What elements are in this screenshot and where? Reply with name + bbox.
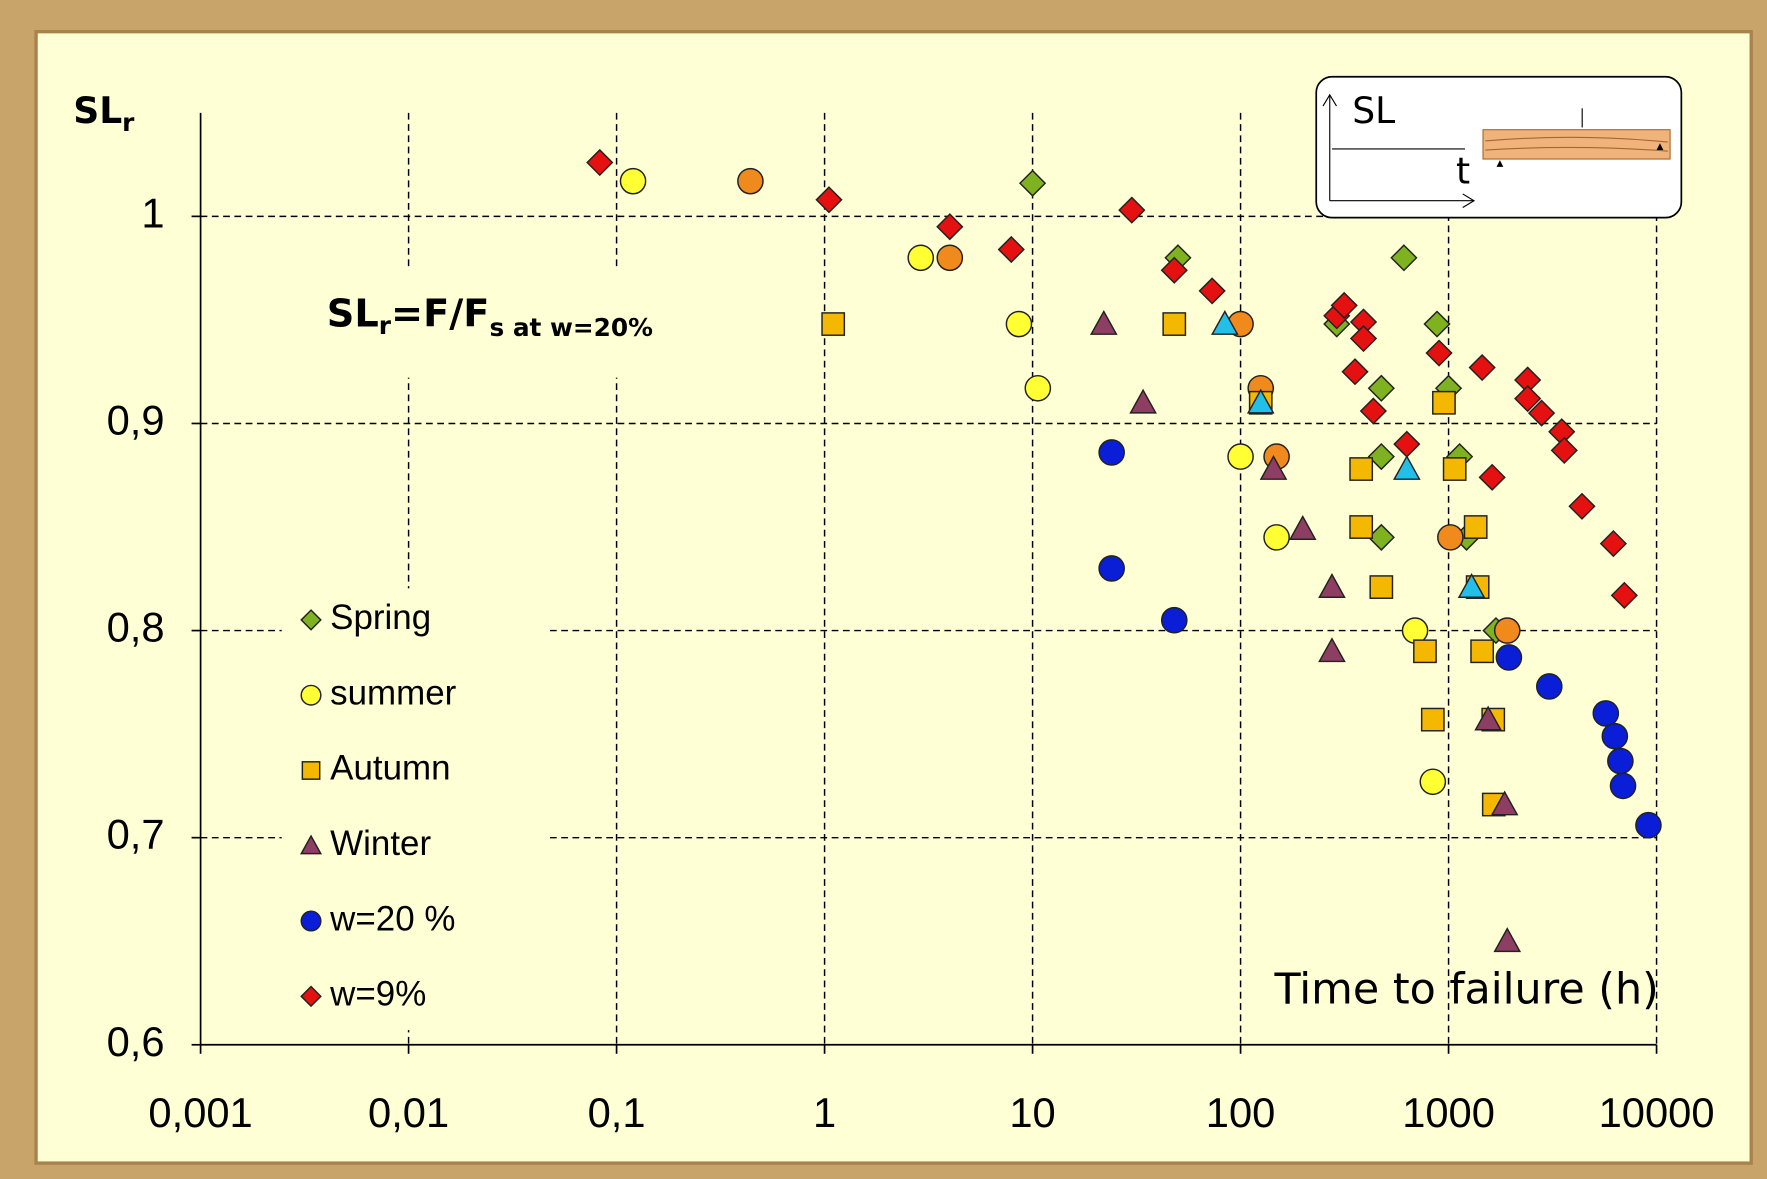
- point: [1495, 618, 1520, 643]
- point: [1422, 708, 1444, 730]
- legend-label: summer: [330, 673, 456, 712]
- y-label-main: SL: [73, 90, 122, 132]
- point: [937, 245, 962, 270]
- y-tick-label: 1: [141, 189, 164, 236]
- formula-part: SL: [327, 291, 379, 336]
- inset-label: SL: [1352, 90, 1395, 132]
- y-label-sub: r: [122, 108, 135, 137]
- y-tick-label: 0,8: [107, 604, 165, 651]
- x-tick-label: 1: [813, 1089, 836, 1136]
- inset-label: t: [1456, 151, 1470, 193]
- legend-label: Spring: [330, 598, 431, 637]
- point: [738, 169, 763, 194]
- point: [1370, 576, 1392, 598]
- point: [1162, 608, 1187, 633]
- point: [1264, 525, 1289, 550]
- point: [1602, 724, 1627, 749]
- point: [1163, 313, 1185, 335]
- legend-swatch: [301, 685, 321, 705]
- x-tick-label: 10000: [1599, 1089, 1715, 1136]
- point: [1402, 618, 1427, 643]
- point: [1228, 444, 1253, 469]
- point: [1471, 640, 1493, 662]
- x-tick-label: 10: [1009, 1089, 1055, 1136]
- legend-swatch: [301, 911, 321, 931]
- point: [1099, 440, 1124, 465]
- point: [1420, 769, 1445, 794]
- y-tick-label: 0,7: [107, 811, 165, 858]
- point: [1433, 392, 1455, 414]
- point: [1444, 458, 1466, 480]
- point: [1465, 516, 1487, 538]
- point: [620, 169, 645, 194]
- y-tick-label: 0,6: [107, 1018, 165, 1065]
- y-tick-label: 0,9: [107, 396, 165, 443]
- legend-swatch: [302, 762, 319, 779]
- x-tick-label: 0,01: [368, 1089, 449, 1136]
- point: [1593, 701, 1618, 726]
- point: [1006, 311, 1031, 336]
- point: [1636, 813, 1661, 838]
- formula-part: r: [379, 311, 392, 340]
- x-tick-label: 100: [1206, 1089, 1276, 1136]
- x-axis-label: Time to failure (h): [1273, 964, 1658, 1014]
- inset-diagram: SL t: [1316, 77, 1681, 218]
- point: [1350, 516, 1372, 538]
- formula-part: s at w=20%: [489, 313, 653, 342]
- formula-part: =F/F: [391, 291, 489, 336]
- point: [1608, 748, 1633, 773]
- point: [1414, 640, 1436, 662]
- point: [1099, 556, 1124, 581]
- point: [1350, 458, 1372, 480]
- point: [1496, 645, 1521, 670]
- chart: SLr SLr=F/Fs at w=20% Time to failure (h…: [0, 0, 1767, 1179]
- x-tick-label: 1000: [1402, 1089, 1495, 1136]
- beam: [1483, 130, 1670, 159]
- point: [1438, 525, 1463, 550]
- point: [908, 245, 933, 270]
- x-tick-label: 0,001: [148, 1089, 252, 1136]
- legend-background: [282, 588, 550, 1030]
- legend-label: Autumn: [330, 749, 450, 788]
- page: {"chart_data": { "type": "scatter", "x_s…: [0, 0, 1767, 1179]
- legend-label: w=9%: [329, 975, 426, 1014]
- legend-label: w=20 %: [329, 899, 455, 938]
- point: [1610, 773, 1635, 798]
- point: [1025, 376, 1050, 401]
- x-tick-label: 0,1: [588, 1089, 646, 1136]
- legend-label: Winter: [330, 824, 431, 863]
- point: [1537, 674, 1562, 699]
- point: [822, 313, 844, 335]
